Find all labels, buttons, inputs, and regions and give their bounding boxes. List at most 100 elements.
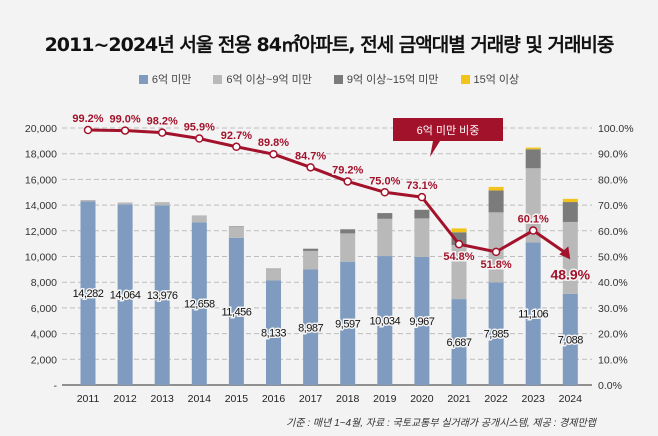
x-tick-label: 2013 <box>151 393 175 405</box>
line-point <box>380 188 390 197</box>
bar-segment <box>451 245 467 300</box>
line-point <box>232 142 241 152</box>
legend-label: 9억 이상~15억 미만 <box>346 74 439 86</box>
bar-segment <box>488 190 504 213</box>
bar-segment <box>562 293 578 385</box>
y2-tick-label: 40.0% <box>598 277 628 289</box>
y2-tick-label: 80.0% <box>598 174 628 186</box>
y-tick-label: 10,000 <box>25 252 57 264</box>
legend-item: 6억 미만 <box>138 71 191 87</box>
bar-segment <box>562 221 578 294</box>
bar-segment <box>377 218 393 257</box>
x-tick-label: 2011 <box>77 393 100 405</box>
bar-value-label: 8,133 <box>261 328 286 340</box>
bar-value-label: 14,064 <box>110 290 141 302</box>
bar-segment <box>488 282 504 385</box>
line-value-label: 60.1% <box>518 214 549 226</box>
x-tick-label: 2018 <box>336 393 360 405</box>
x-tick-label: 2012 <box>113 393 137 405</box>
bar-segment <box>80 201 96 385</box>
bar-segment <box>562 198 578 203</box>
bar-segment <box>228 226 244 227</box>
line-value-label: 48.9% <box>550 266 590 282</box>
line-value-label: 98.2% <box>147 116 178 128</box>
line-value-label: 79.2% <box>332 164 363 176</box>
x-tick-label: 2017 <box>299 393 323 405</box>
legend-label: 6억 이상~9억 미만 <box>226 74 312 86</box>
bar-value-label: 14,282 <box>73 288 104 300</box>
bar-segment <box>451 228 467 233</box>
bar-value-label: 10,034 <box>369 316 400 328</box>
line-point <box>491 247 501 257</box>
bar-segment <box>488 212 504 283</box>
legend-item: 6억 이상~9억 미만 <box>213 71 312 87</box>
y-tick-label: 14,000 <box>25 200 57 212</box>
y-tick-label: 18,000 <box>25 149 57 161</box>
y2-tick-label: 100.0% <box>598 123 634 135</box>
bar-segment <box>414 209 430 219</box>
legend-swatch <box>213 74 223 84</box>
line-value-label: 92.7% <box>221 130 252 142</box>
bar-value-label: 9,597 <box>335 318 360 330</box>
line-value-label: 99.0% <box>109 114 140 126</box>
legend-label: 15억 이상 <box>473 74 520 86</box>
y2-tick-label: 60.0% <box>598 226 628 238</box>
x-tick-label: 2015 <box>225 393 249 405</box>
line-value-label: 89.8% <box>258 137 289 149</box>
x-tick-label: 2022 <box>484 393 508 405</box>
bar-segment <box>451 299 467 385</box>
y-tick-label: 16,000 <box>25 174 57 186</box>
legend: 6억 미만 6억 이상~9억 미만 9억 이상~15억 미만 15억 이상 <box>0 71 658 87</box>
legend-swatch <box>460 74 470 84</box>
line-point <box>417 192 427 202</box>
bar-value-label: 9,967 <box>409 316 434 328</box>
bar-segment <box>191 215 207 223</box>
line-point <box>120 126 130 135</box>
x-tick-label: 2014 <box>188 393 212 405</box>
y-tick-label: 4,000 <box>31 329 57 341</box>
arrow-head-icon <box>559 246 571 260</box>
x-tick-label: 2021 <box>447 393 471 405</box>
x-tick-label: 2020 <box>410 393 434 405</box>
y-tick-label: 2,000 <box>31 354 57 366</box>
bar-segment <box>525 147 541 150</box>
bar-segment <box>80 199 96 202</box>
y-tick-label: 8,000 <box>31 277 57 289</box>
bar-value-label: 7,088 <box>558 334 583 346</box>
bar-segment <box>414 218 430 257</box>
y2-tick-label: 70.0% <box>598 200 628 212</box>
legend-item: 15억 이상 <box>460 71 520 87</box>
y2-tick-label: 30.0% <box>598 303 628 315</box>
line-point <box>343 177 352 186</box>
bar-segment <box>117 202 133 205</box>
y2-tick-label: 10.0% <box>598 354 628 366</box>
line-value-label: 75.0% <box>369 175 400 187</box>
source-note: 기준 : 매년 1~4월, 자료 : 국토교통부 실거래가 공개시스템, 제공 … <box>286 418 596 429</box>
bar-segment <box>154 202 170 206</box>
x-tick-label: 2019 <box>373 393 397 405</box>
bar-segment <box>154 205 170 385</box>
bar-segment <box>377 256 393 385</box>
bar-segment <box>303 248 319 251</box>
legend-swatch <box>138 74 148 84</box>
bar-segment <box>377 213 393 219</box>
bar-segment <box>340 229 356 234</box>
line-value-label: 84.7% <box>295 150 326 162</box>
bar-segment <box>266 280 281 385</box>
bar-segment <box>525 242 541 385</box>
line-value-label: 95.9% <box>184 122 215 134</box>
y2-tick-label: 0.0% <box>598 380 622 392</box>
y-tick-label: 6,000 <box>31 303 57 315</box>
callout-label: 6억 미만 비중 <box>417 124 480 137</box>
line-value-label: 73.1% <box>406 180 437 192</box>
bar-value-label: 6,687 <box>446 337 471 349</box>
bar-segment <box>414 256 430 385</box>
bar-segment <box>488 186 504 191</box>
line-series <box>87 128 568 255</box>
bar-segment <box>266 269 281 281</box>
bar-segment <box>228 237 244 385</box>
y2-tick-label: 20.0% <box>598 329 628 341</box>
line-point <box>195 134 204 143</box>
bar-segment <box>303 250 319 270</box>
